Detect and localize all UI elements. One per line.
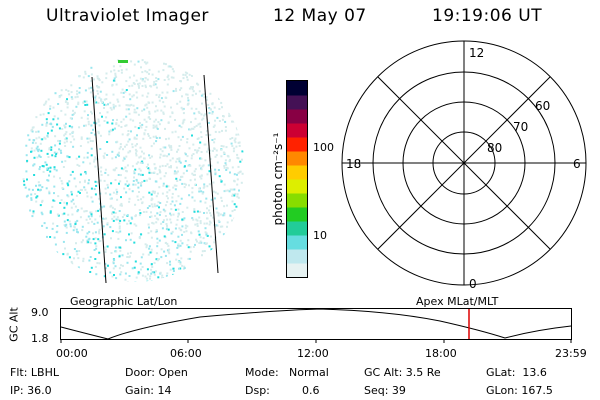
gc-alt-value: GC Alt: 3.5 Re xyxy=(364,366,441,379)
polar-diagonal-2 xyxy=(377,76,551,250)
dsp-key: Dsp: xyxy=(245,384,270,397)
meridian-line-right xyxy=(203,74,219,274)
colorbar-tick-10: 10 xyxy=(313,229,327,242)
lat-label-70: 70 xyxy=(513,120,528,134)
time-label: 19:19:06 UT xyxy=(432,6,543,26)
x-tick-1200: 12:00 xyxy=(297,347,329,360)
x-tick-2359: 23:59 xyxy=(555,347,587,360)
satellite-marker xyxy=(118,60,128,63)
lat-label-80: 80 xyxy=(487,141,502,155)
colorbar-band xyxy=(287,179,307,194)
colorbar-band xyxy=(287,221,307,236)
aurora-image xyxy=(22,59,244,284)
colorbar-tick-100: 100 xyxy=(313,141,334,154)
ip-value: IP: 36.0 xyxy=(10,384,52,397)
colorbar-band xyxy=(287,249,307,264)
altitude-timeline xyxy=(60,308,572,343)
door-value: Door: Open xyxy=(125,366,188,379)
colorbar-band xyxy=(287,165,307,180)
colorbar xyxy=(286,80,308,278)
mlt-label-12: 12 xyxy=(469,46,484,60)
colorbar-band xyxy=(287,137,307,152)
mlt-label-18: 18 xyxy=(346,157,361,171)
colorbar-band xyxy=(287,95,307,110)
x-tick-0600: 06:00 xyxy=(170,347,202,360)
glat-value: GLat: 13.6 xyxy=(486,366,547,379)
colorbar-band xyxy=(287,193,307,208)
colorbar-band xyxy=(287,81,307,96)
colorbar-band xyxy=(287,109,307,124)
altitude-curve xyxy=(60,308,572,340)
y-tick-9: 9.0 xyxy=(31,306,49,319)
mode-key: Mode: xyxy=(245,366,279,379)
x-tick-1800: 18:00 xyxy=(425,347,457,360)
lat-label-60: 60 xyxy=(535,99,550,113)
filter-value: Flt: LBHL xyxy=(10,366,59,379)
x-tick-0000: 00:00 xyxy=(56,347,88,360)
apex-title: Apex MLat/MLT xyxy=(416,295,499,308)
colorbar-gradient xyxy=(287,81,307,277)
mlt-label-6: 6 xyxy=(573,157,581,171)
instrument-title: Ultraviolet Imager xyxy=(46,6,209,26)
colorbar-band xyxy=(287,151,307,166)
mode-value: Normal xyxy=(289,366,329,379)
y-tick-1-8: 1.8 xyxy=(31,332,49,345)
geographic-title: Geographic Lat/Lon xyxy=(70,295,178,308)
colorbar-band xyxy=(287,263,307,277)
dsp-value: 0.6 xyxy=(302,384,320,397)
mlt-label-0: 0 xyxy=(469,277,477,291)
polar-plot: 12 0 18 6 60 70 80 xyxy=(341,40,587,291)
colorbar-band xyxy=(287,123,307,138)
seq-value: Seq: 39 xyxy=(364,384,406,397)
meridian-line-left xyxy=(91,76,107,284)
colorbar-band xyxy=(287,207,307,222)
date-label: 12 May 07 xyxy=(273,6,367,26)
gain-value: Gain: 14 xyxy=(125,384,172,397)
colorbar-unit-label: photon cm⁻²s⁻¹ xyxy=(271,132,285,226)
glon-value: GLon: 167.5 xyxy=(486,384,553,397)
colorbar-band xyxy=(287,235,307,250)
gc-alt-axis-label: GC Alt xyxy=(7,307,21,342)
